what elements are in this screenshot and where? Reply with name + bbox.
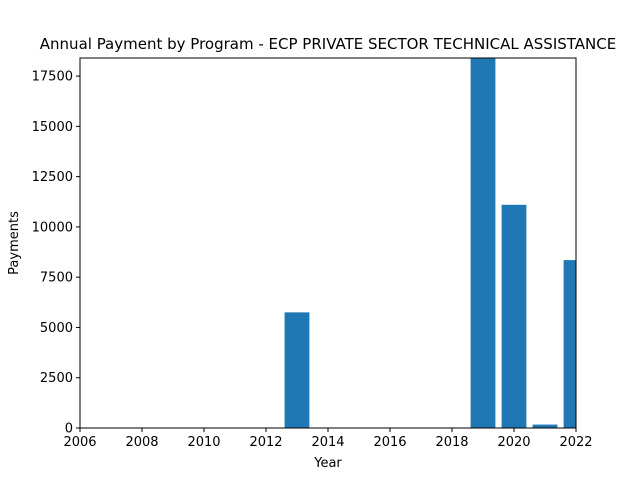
- y-axis-label: Payments: [7, 211, 22, 275]
- chart-title: Annual Payment by Program - ECP PRIVATE …: [40, 35, 616, 53]
- bar-2019: [470, 58, 496, 428]
- bars-group: [284, 58, 576, 428]
- bar-2020: [501, 204, 527, 428]
- x-tick-label: 2010: [187, 435, 220, 450]
- x-tick-label: 2014: [311, 435, 344, 450]
- x-tick-label: 2008: [125, 435, 158, 450]
- bar-2022: [563, 260, 576, 428]
- y-tick-label: 12500: [32, 170, 73, 185]
- y-tick-label: 15000: [32, 120, 73, 135]
- y-tick-label: 7500: [40, 271, 73, 286]
- bar-2021: [532, 424, 558, 428]
- x-tick-label: 2006: [63, 435, 96, 450]
- y-tick-label: 2500: [40, 371, 73, 386]
- y-tick-label: 0: [65, 422, 73, 437]
- x-tick-label: 2022: [559, 435, 592, 450]
- y-tick-label: 10000: [32, 220, 73, 235]
- y-tick-label: 17500: [32, 70, 73, 85]
- x-tick-label: 2016: [373, 435, 406, 450]
- x-tick-label: 2020: [497, 435, 530, 450]
- x-axis: 2006 2008 2010 2012 2014 2016 2018 2020 2022: [63, 428, 593, 450]
- x-axis-label: Year: [313, 456, 342, 471]
- y-axis: 0 2500 5000 7500 10000 12500 15000 17500: [32, 70, 80, 437]
- bar-2013: [284, 312, 310, 428]
- y-tick-label: 5000: [40, 321, 73, 336]
- x-tick-label: 2018: [435, 435, 468, 450]
- x-tick-label: 2012: [249, 435, 282, 450]
